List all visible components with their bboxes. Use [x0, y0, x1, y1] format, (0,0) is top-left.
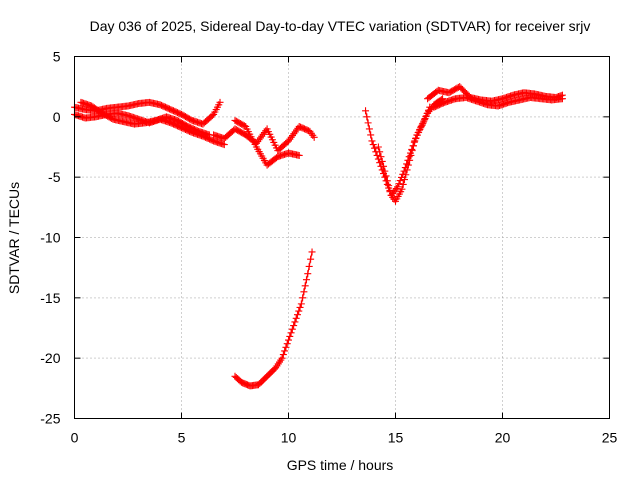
data-point [392, 185, 400, 193]
data-point [290, 322, 298, 330]
data-point [278, 354, 286, 362]
x-tick-label: 25 [602, 430, 618, 446]
data-point [300, 288, 308, 296]
data-point [208, 112, 216, 120]
data-point [371, 144, 379, 152]
data-point [385, 182, 393, 190]
data-point [558, 95, 566, 103]
data-point [310, 133, 318, 141]
data-point [367, 131, 375, 139]
x-tick-label: 0 [71, 430, 79, 446]
data-point [307, 255, 315, 263]
data-point [404, 161, 412, 169]
y-tick-label: -25 [40, 411, 60, 427]
data-point [386, 186, 394, 194]
data-point [362, 107, 370, 115]
data-point [292, 314, 300, 322]
plot-area [71, 83, 566, 390]
data-point [281, 347, 289, 355]
data-point [282, 343, 290, 351]
x-tick-label: 20 [495, 430, 511, 446]
data-point [297, 300, 305, 308]
series-track-c [77, 98, 213, 139]
data-point [287, 329, 295, 337]
data-point [216, 98, 224, 106]
data-point [308, 248, 316, 256]
data-point [373, 151, 381, 159]
data-point [396, 177, 404, 185]
y-tick-label: 0 [53, 109, 61, 125]
data-point [403, 166, 411, 174]
series-track-g [362, 103, 434, 199]
data-point [412, 134, 420, 142]
data-point [395, 180, 403, 188]
y-tick-label: -5 [48, 169, 61, 185]
data-point [382, 172, 390, 180]
data-point [378, 157, 386, 165]
y-axis-label: SDTVAR / TECUs [6, 182, 22, 294]
data-point [368, 137, 376, 145]
data-point [416, 125, 424, 133]
data-point [286, 332, 294, 340]
series-track-f [231, 248, 316, 390]
data-point [304, 270, 312, 278]
data-point [399, 180, 407, 188]
data-point [295, 307, 303, 315]
data-point [295, 151, 303, 159]
grid-lines [74, 56, 610, 419]
data-point [364, 119, 372, 127]
data-point [220, 141, 228, 149]
data-point [415, 128, 423, 136]
data-point [369, 141, 377, 149]
data-point [374, 143, 382, 151]
series-track-j [430, 94, 566, 111]
series-track-d [210, 122, 318, 155]
series-track-h [374, 95, 447, 205]
data-point [380, 162, 388, 170]
data-point [279, 351, 287, 359]
data-point [305, 262, 313, 270]
data-point [283, 340, 291, 348]
series-track-e [231, 116, 303, 169]
data-point [402, 171, 410, 179]
data-point [376, 148, 384, 156]
data-point [394, 183, 402, 191]
data-point [381, 173, 389, 181]
data-point [363, 113, 371, 121]
data-point [377, 153, 385, 161]
data-point [413, 131, 421, 139]
data-point [407, 151, 415, 159]
x-tick-label: 10 [281, 430, 297, 446]
data-point [291, 318, 299, 326]
data-point [293, 311, 301, 319]
data-point [299, 294, 307, 302]
data-point [365, 125, 373, 133]
data-point [398, 185, 406, 193]
data-point [409, 142, 417, 150]
data-point [288, 325, 296, 333]
y-tick-label: 5 [53, 49, 61, 65]
data-point [381, 167, 389, 175]
data-point [301, 282, 309, 290]
data-point [285, 336, 292, 344]
data-point [383, 177, 391, 185]
axis-ticks: 0 5 10 15 20 25 -25 -20 -15 -10 -5 0 5 [40, 49, 617, 446]
x-tick-label: 5 [178, 430, 186, 446]
series-line [364, 106, 431, 197]
y-tick-label: -10 [40, 230, 60, 246]
data-point [296, 303, 304, 311]
x-tick-label: 15 [388, 430, 404, 446]
data-point [411, 137, 419, 145]
y-tick-label: -20 [40, 350, 60, 366]
series-track-b [71, 109, 228, 149]
data-point [406, 156, 414, 164]
chart-title: Day 036 of 2025, Sidereal Day-to-day VTE… [90, 18, 591, 34]
y-tick-label: -15 [40, 290, 60, 306]
x-axis-label: GPS time / hours [287, 457, 394, 473]
data-point [408, 147, 416, 155]
data-point [400, 176, 408, 184]
data-point [302, 276, 310, 284]
